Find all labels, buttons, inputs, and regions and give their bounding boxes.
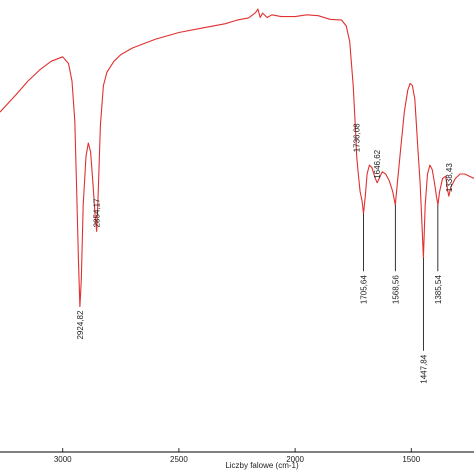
- x-tick-label-2: 2000: [286, 455, 304, 464]
- x-axis: 3000 2500 2000 1500: [0, 448, 474, 464]
- peak-label-8: 1338,43: [445, 163, 454, 192]
- plot-area: [0, 8, 474, 308]
- peak-markers: 2924,82 2854,17 1736,08 1705,64 1646,62 1568,…: [76, 123, 454, 384]
- x-tick-label-3: 1500: [402, 455, 420, 464]
- x-tick-label-1: 2500: [170, 455, 188, 464]
- x-axis-title: Liczby falowe (cm-1): [225, 461, 299, 470]
- peak-label-1: 2854,17: [93, 198, 102, 227]
- peak-label-4: 1646,62: [373, 149, 382, 178]
- peak-label-3: 1705,64: [360, 275, 369, 304]
- peak-label-6: 1447,84: [419, 354, 428, 383]
- peak-label-5: 1568,56: [391, 275, 400, 304]
- peak-label-2: 1736,08: [352, 123, 361, 152]
- spectrum-line-0: [0, 8, 474, 308]
- peak-label-0: 2924,82: [76, 310, 85, 339]
- peak-label-7: 1385,54: [434, 275, 443, 304]
- x-tick-label-0: 3000: [54, 455, 72, 464]
